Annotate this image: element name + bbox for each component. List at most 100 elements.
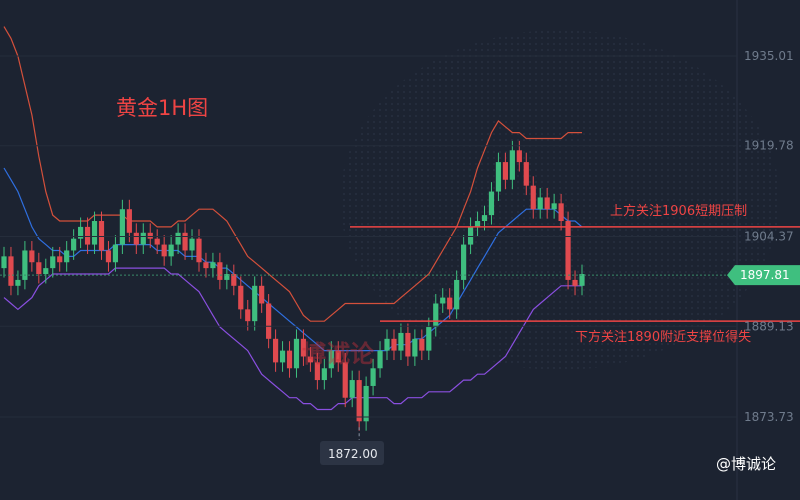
candle [447, 288, 453, 319]
candle [293, 329, 300, 378]
candle-body [516, 150, 522, 163]
candle-body [300, 338, 307, 357]
candle [342, 352, 348, 408]
band-line-2 [3, 267, 582, 411]
band-line-1 [3, 26, 582, 322]
candle [314, 352, 320, 390]
candle-body [189, 238, 195, 251]
candle [245, 299, 251, 331]
candle-body [36, 262, 42, 275]
candle [405, 323, 411, 366]
candle-body [530, 185, 536, 210]
candle-body [168, 244, 174, 257]
candle-body [335, 350, 341, 363]
candle-body [307, 356, 314, 363]
candle-body [433, 303, 439, 328]
resistance-label: 上方关注1906短期压制 [610, 203, 747, 219]
candle-body [84, 226, 91, 245]
candle [335, 341, 341, 372]
candle [454, 270, 460, 319]
candle [1, 246, 7, 278]
candle-body [71, 238, 77, 251]
candle [426, 317, 432, 361]
candle [300, 329, 307, 366]
candle [78, 217, 84, 249]
candle [272, 329, 279, 372]
candle [440, 288, 446, 313]
candle-body [182, 232, 188, 251]
candle [419, 329, 425, 361]
candle-body [454, 279, 460, 310]
low-marker-tag [320, 441, 384, 465]
candle [8, 246, 14, 296]
candle [266, 294, 272, 349]
candle-body [314, 362, 320, 381]
candle [398, 323, 404, 361]
candle-body [98, 221, 105, 251]
candle-body [572, 279, 578, 286]
candle [91, 211, 98, 254]
candle [495, 152, 502, 201]
world-map-backdrop [340, 30, 780, 370]
current-price-tag [727, 265, 800, 286]
candle [370, 358, 376, 396]
candle-body [370, 368, 376, 386]
y-tick-label: 1904.37 [744, 230, 794, 244]
candle-body [544, 197, 550, 210]
candle-body [474, 221, 481, 227]
candle [161, 235, 167, 266]
candle-body [419, 338, 425, 351]
candle-body [440, 297, 446, 304]
candle-body [259, 285, 265, 304]
candle [433, 294, 439, 337]
candle-body [91, 221, 98, 245]
candle [203, 252, 209, 278]
candle-body [279, 350, 286, 363]
candle-body [461, 244, 467, 280]
candle-body [1, 256, 7, 269]
candle-body [502, 162, 508, 180]
y-tick-label: 1919.78 [744, 139, 794, 153]
candle [349, 370, 355, 408]
candle [356, 370, 362, 431]
candle [474, 211, 481, 237]
candle-body [43, 268, 49, 275]
candle-body [349, 380, 355, 398]
candle [210, 252, 216, 278]
candle [29, 241, 35, 272]
candle-body [161, 244, 167, 257]
candle-body [321, 368, 327, 381]
candle-body [523, 162, 529, 186]
candle-body [119, 209, 125, 245]
candle [509, 140, 515, 190]
y-tick-label: 1935.01 [744, 49, 794, 63]
candle [71, 229, 77, 260]
candle-body [363, 385, 369, 422]
candle-body [495, 162, 502, 192]
candle [565, 211, 571, 290]
candle [579, 264, 585, 296]
low-marker-label: 1872.00 [328, 447, 378, 461]
price-axis-ticks: 1935.01 1919.78 1904.37 1889.13 1873.73 1897.… [0, 49, 800, 465]
candle [231, 264, 237, 296]
candle [189, 229, 195, 260]
candle-body [481, 215, 488, 222]
candle [461, 235, 467, 290]
candle-body [210, 262, 216, 269]
candle [537, 188, 543, 219]
y-tick-label: 1889.13 [744, 319, 794, 333]
candle [286, 341, 293, 378]
candle-body [112, 244, 119, 263]
candle-body [245, 309, 251, 322]
candle [384, 329, 390, 361]
bollinger-bands [3, 26, 583, 411]
candle [377, 341, 383, 378]
candle [224, 264, 230, 290]
current-price-label: 1897.81 [740, 268, 790, 282]
candle [64, 241, 70, 272]
candle [467, 217, 474, 254]
candle [126, 199, 132, 243]
candle [98, 211, 105, 260]
candle [307, 347, 314, 372]
